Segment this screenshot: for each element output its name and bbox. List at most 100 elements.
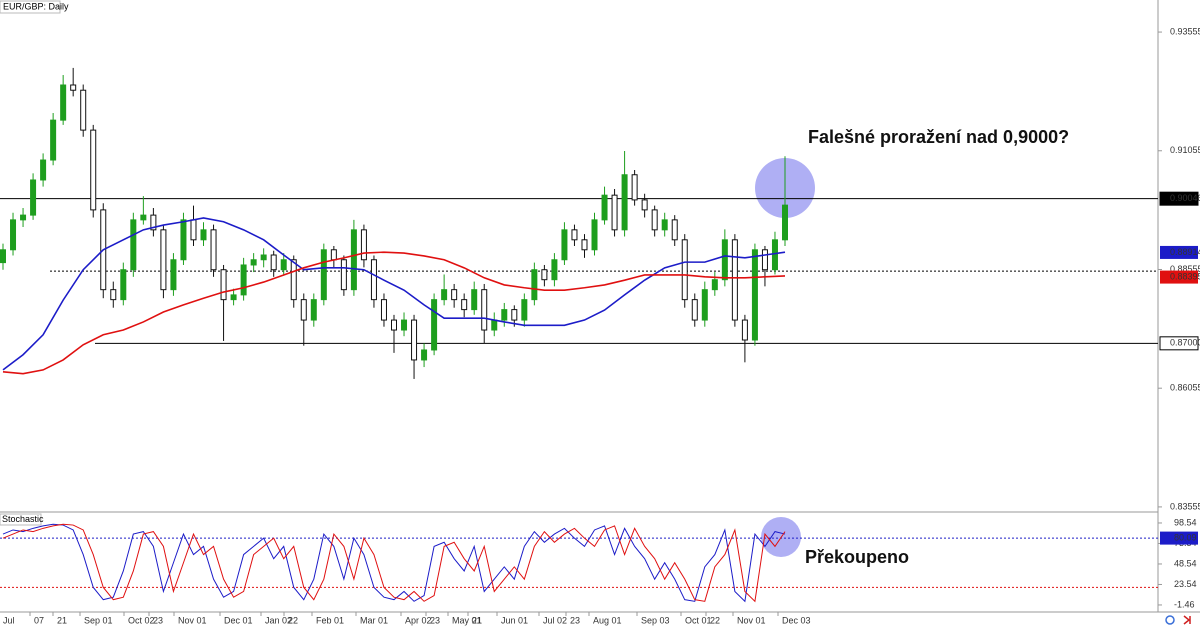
candle-body xyxy=(130,219,137,271)
x-tick-label: Jan 02 xyxy=(265,615,292,625)
candle-body xyxy=(782,204,788,241)
candle-body xyxy=(681,239,688,301)
price-label: 0.87000 xyxy=(1170,338,1200,348)
candle-body xyxy=(451,289,458,301)
candle-body xyxy=(571,229,578,241)
candle-body xyxy=(270,254,277,271)
y-tick-label: 23.54 xyxy=(1174,579,1197,589)
x-tick-label: Mar 01 xyxy=(360,615,388,625)
candle-body xyxy=(661,219,668,231)
candle-body xyxy=(150,214,157,231)
price-label: 0.90046 xyxy=(1170,193,1200,203)
y-tick-label: 0.91055 xyxy=(1170,145,1200,155)
candle-body xyxy=(310,299,317,321)
candle-body xyxy=(50,119,57,161)
candle-body xyxy=(320,249,327,301)
candle-body xyxy=(471,289,478,311)
candle-body xyxy=(340,259,347,291)
candle-body xyxy=(140,214,147,221)
x-tick-label: Apr 02 xyxy=(405,615,432,625)
candle-body xyxy=(581,239,588,251)
candle-body xyxy=(621,174,628,231)
x-tick-label: Sep 01 xyxy=(84,615,113,625)
candle-body xyxy=(701,289,708,321)
candle-body xyxy=(170,259,177,291)
annotation: Falešné proražení nad 0,9000? xyxy=(808,127,1069,147)
x-tick-label: 07 xyxy=(34,615,44,625)
x-tick-label: Oct 02 xyxy=(128,615,155,625)
candle-body xyxy=(260,254,267,261)
x-tick-label: Oct 01 xyxy=(685,615,712,625)
x-tick-label: 22 xyxy=(710,615,720,625)
candle-body xyxy=(751,249,758,341)
candle-body xyxy=(110,289,117,301)
x-tick-label: Dec 01 xyxy=(224,615,253,625)
candle-body xyxy=(210,229,217,271)
candle-body xyxy=(431,299,438,351)
stoch-label: 80.09 xyxy=(1174,532,1197,542)
ma-label-box xyxy=(1160,270,1198,284)
annotation: Překoupeno xyxy=(805,547,909,567)
y-tick-label: 98.54 xyxy=(1174,517,1197,527)
x-tick-label: Jul xyxy=(3,615,15,625)
candle-body xyxy=(771,239,778,271)
candle-body xyxy=(611,194,618,231)
candle-body xyxy=(591,219,598,251)
plot: 0.93555 0.91055 0.88555 0.86055 0.83555 98.54… xyxy=(0,26,1200,625)
x-tick-label: Jun 01 xyxy=(501,615,528,625)
candle-body xyxy=(230,294,237,301)
candle-body xyxy=(250,259,257,266)
y-tick-label: -1.46 xyxy=(1174,599,1195,609)
candle-body xyxy=(0,249,6,264)
candle-body xyxy=(551,259,558,281)
x-tick-label: Dec 03 xyxy=(782,615,811,625)
x-tick-label: 23 xyxy=(570,615,580,625)
candle-body xyxy=(330,249,337,261)
candle-body xyxy=(671,219,678,241)
candle-body xyxy=(641,199,648,211)
candle-body xyxy=(561,229,568,261)
candle-body xyxy=(220,269,227,301)
candle-body xyxy=(60,84,67,121)
x-tick-label: 23 xyxy=(430,615,440,625)
candle-body xyxy=(401,319,408,331)
candle-body xyxy=(370,259,377,301)
candle-body xyxy=(20,214,27,221)
candle-body xyxy=(481,289,488,331)
candle-body xyxy=(411,319,418,361)
candle-body xyxy=(290,259,297,301)
ma-line xyxy=(2,217,786,371)
y-tick-label: 0.83555 xyxy=(1170,501,1200,511)
candle-body xyxy=(501,309,508,321)
candle-body xyxy=(391,319,397,331)
candle-body xyxy=(280,259,287,271)
icon[interactable] xyxy=(1183,615,1191,625)
candle-body xyxy=(741,319,748,341)
icon[interactable] xyxy=(1165,615,1175,625)
stoch-title: Stochastic xyxy=(2,514,44,524)
stoch-line xyxy=(2,523,786,603)
title-box xyxy=(0,0,61,14)
candle-body xyxy=(120,269,127,301)
candle-body xyxy=(80,89,87,131)
candle-body xyxy=(180,219,187,261)
y-tick-label: 48.54 xyxy=(1174,558,1197,568)
ma-label-box xyxy=(1160,245,1198,259)
candle-body xyxy=(731,239,738,321)
candle-body xyxy=(721,239,728,281)
stoch-line xyxy=(2,523,786,603)
candle-body xyxy=(761,249,768,271)
candle-body xyxy=(30,179,37,216)
candle-body xyxy=(491,319,498,331)
candle-body xyxy=(360,229,367,261)
candle-body xyxy=(160,229,167,291)
y-tick-label: 0.86055 xyxy=(1170,383,1200,393)
stoch-label-box xyxy=(1160,531,1198,545)
candle-body xyxy=(441,289,448,301)
stoch-title-box xyxy=(0,513,42,526)
candle-body xyxy=(90,129,97,211)
ma-label: 0.88395 xyxy=(1170,271,1200,281)
candle-body xyxy=(531,269,538,301)
